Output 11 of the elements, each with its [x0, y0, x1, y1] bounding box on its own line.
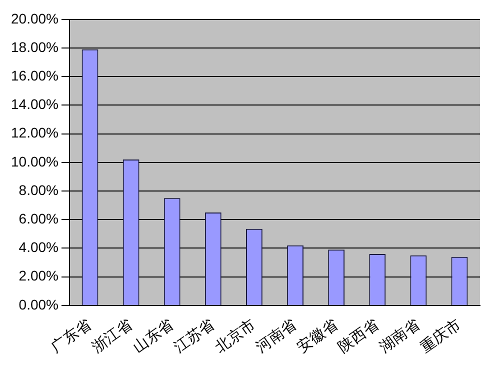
y-tick-label: 12.00% [11, 124, 58, 141]
y-tick-label: 8.00% [18, 182, 58, 198]
y-tick-label: 16.00% [11, 67, 58, 84]
y-tick-label: 2.00% [18, 268, 58, 284]
y-tick-label: 14.00% [11, 96, 58, 112]
y-tick-label: 4.00% [18, 239, 58, 256]
y-tick-label: 0.00% [18, 296, 58, 312]
y-tick-label: 20.00% [11, 10, 58, 26]
y-tick-label: 6.00% [18, 210, 58, 226]
y-tick-label: 18.00% [11, 38, 58, 55]
y-tick-label: 10.00% [11, 153, 58, 170]
